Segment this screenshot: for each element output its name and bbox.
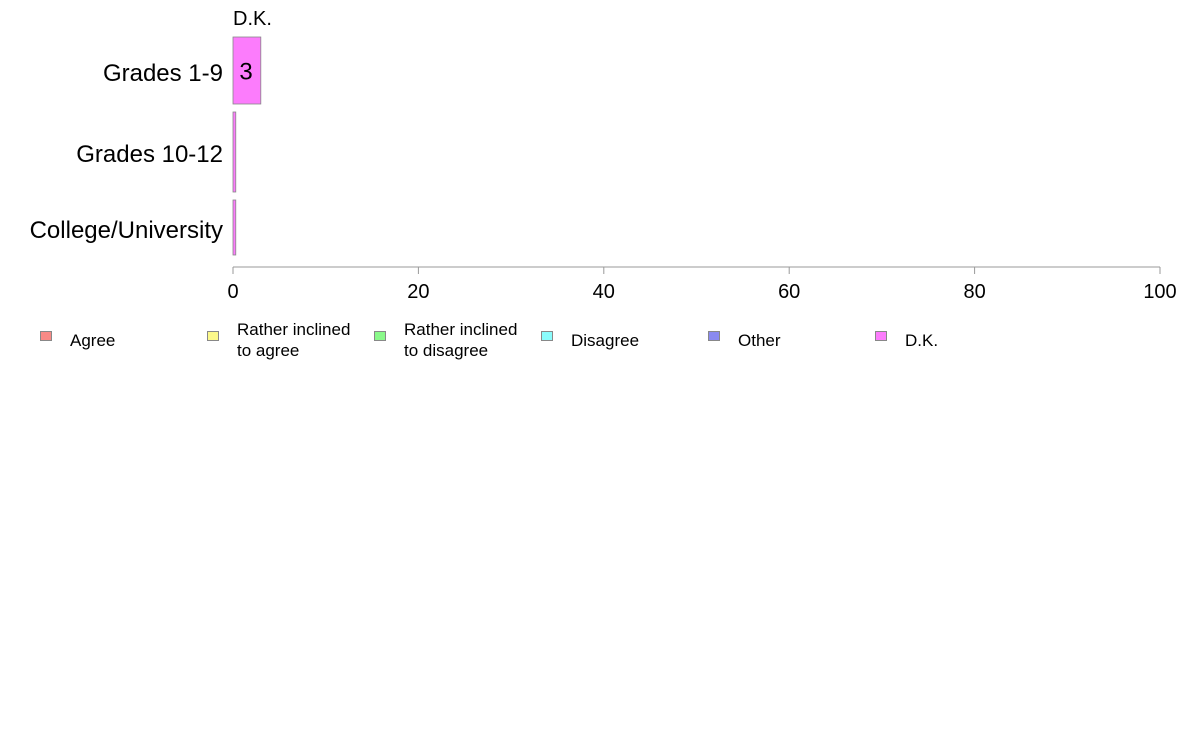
- category-label: Grades 10-12: [76, 141, 223, 168]
- legend-swatch-disagree: [541, 331, 553, 341]
- legend-label: Other: [738, 330, 781, 350]
- legend-label: Disagree: [571, 330, 640, 350]
- x-axis-ticks: 0 20 40 60 80 100: [227, 267, 1177, 303]
- category-labels: Grades 1-9 Grades 10-12 College/University: [30, 60, 223, 244]
- data-label: 3: [239, 59, 252, 86]
- bar-segment: [232, 111, 237, 193]
- legend-swatch-rather-agree: [207, 331, 219, 341]
- legend-label: D.K.: [905, 330, 939, 350]
- x-tick-label: 100: [1143, 281, 1176, 303]
- x-tick-label: 20: [407, 281, 429, 303]
- legend-label: Rather inclined to agree: [237, 320, 351, 360]
- legend-swatch-rather-disagree: [374, 331, 386, 341]
- legend-swatch-dk: [875, 331, 887, 341]
- legend-swatch-other: [708, 331, 720, 341]
- bar-segment: [232, 199, 237, 256]
- legend-label: Rather inclined to disagree: [404, 320, 518, 360]
- x-tick-label: 40: [593, 281, 615, 303]
- legend: Agree Rather inclined to agree Rather inc…: [0, 318, 1188, 362]
- category-label: Grades 1-9: [103, 60, 223, 87]
- category-label: College/University: [30, 217, 223, 244]
- bar-segment: [232, 36, 262, 105]
- bars-layer: 3: [232, 36, 262, 256]
- legend-label: Agree: [70, 330, 116, 350]
- column-header: D.K.: [233, 8, 272, 30]
- x-tick-label: 60: [778, 281, 800, 303]
- x-tick-label: 0: [227, 281, 238, 303]
- x-tick-label: 80: [963, 281, 985, 303]
- legend-swatch-agree: [40, 331, 52, 341]
- stacked-bar-chart: D.K. 3 Grades 1-9 Grades 10-12 College/Uni…: [30, 8, 1177, 303]
